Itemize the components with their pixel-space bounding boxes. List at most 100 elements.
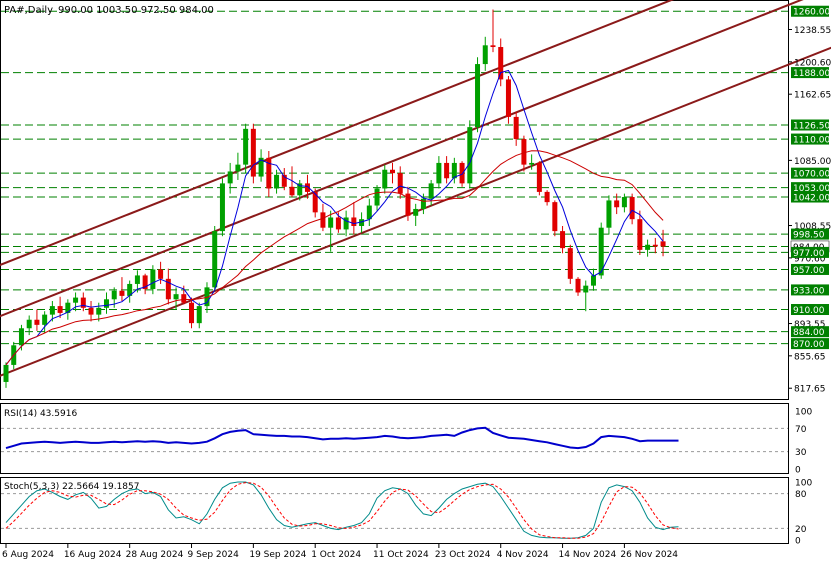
candle[interactable] — [614, 193, 620, 215]
candle[interactable] — [598, 222, 604, 279]
candle-body — [150, 269, 156, 290]
candle[interactable] — [65, 299, 71, 320]
candle[interactable] — [266, 150, 272, 198]
candle[interactable] — [289, 166, 295, 198]
candle[interactable] — [451, 157, 457, 184]
candle[interactable] — [34, 309, 40, 331]
candle[interactable] — [250, 123, 256, 184]
candle[interactable] — [73, 292, 79, 312]
candle[interactable] — [26, 315, 32, 336]
candle[interactable] — [127, 280, 133, 303]
candle[interactable] — [590, 268, 596, 291]
candle[interactable] — [227, 162, 233, 194]
candle[interactable] — [490, 9, 496, 53]
candle[interactable] — [645, 239, 651, 257]
candle[interactable] — [436, 156, 442, 189]
rsi-tick-label: 70 — [795, 425, 807, 435]
candle[interactable] — [49, 300, 55, 322]
rsi-line[interactable] — [5, 426, 679, 450]
candle[interactable] — [80, 292, 86, 312]
candle[interactable] — [328, 210, 334, 252]
candle[interactable] — [235, 152, 241, 180]
price-panel[interactable] — [0, 0, 789, 400]
candle[interactable] — [413, 203, 419, 226]
candle-body — [359, 219, 365, 226]
candle[interactable] — [390, 162, 395, 184]
time-tick-label: 23 Oct 2024 — [435, 550, 491, 560]
candle[interactable] — [189, 297, 195, 329]
candle[interactable] — [196, 302, 202, 329]
candle[interactable] — [359, 212, 365, 233]
candle[interactable] — [652, 237, 658, 254]
candle[interactable] — [529, 154, 535, 170]
level-label: 933.00 — [791, 284, 829, 296]
candle[interactable] — [320, 203, 326, 232]
candle[interactable] — [560, 225, 566, 254]
candle[interactable] — [606, 195, 612, 235]
candle[interactable] — [88, 300, 94, 322]
candle[interactable] — [467, 120, 473, 189]
stoch-signal-line[interactable] — [5, 482, 679, 539]
candle[interactable] — [103, 292, 109, 314]
candle[interactable] — [142, 273, 148, 295]
candle[interactable] — [274, 169, 280, 194]
candle[interactable] — [575, 277, 581, 296]
candle[interactable] — [281, 168, 287, 191]
candle[interactable] — [343, 210, 349, 237]
channel-lower-line[interactable] — [0, 38, 831, 377]
candle[interactable] — [513, 111, 519, 146]
candle[interactable] — [258, 149, 264, 182]
candle[interactable] — [351, 202, 357, 235]
price-tick-label: 893.55 — [794, 320, 826, 330]
svg-text:884.00: 884.00 — [793, 328, 825, 338]
candle[interactable] — [498, 38, 504, 87]
candle-body — [250, 128, 256, 177]
candle[interactable] — [505, 75, 511, 124]
candle[interactable] — [482, 36, 488, 71]
rsi-panel[interactable] — [0, 403, 789, 474]
candle[interactable] — [297, 179, 303, 201]
candle[interactable] — [382, 164, 388, 194]
candle-body — [289, 186, 295, 196]
candle[interactable] — [444, 156, 450, 184]
candle[interactable] — [212, 225, 218, 291]
candle[interactable] — [119, 277, 125, 301]
candle-body — [165, 278, 171, 300]
candle[interactable] — [165, 268, 171, 305]
candle-body — [382, 169, 388, 189]
candle[interactable] — [475, 57, 481, 133]
candle[interactable] — [405, 186, 411, 221]
candle[interactable] — [374, 185, 380, 211]
candle[interactable] — [660, 229, 666, 257]
candle[interactable] — [173, 287, 179, 310]
candle[interactable] — [420, 193, 426, 215]
channel-upper-line[interactable] — [0, 0, 831, 267]
price-tick-label: 1085.00 — [794, 157, 831, 167]
candle[interactable] — [637, 210, 643, 255]
ma-fast-line[interactable] — [5, 69, 664, 366]
level-label: 1053.00 — [791, 182, 830, 194]
candle[interactable] — [3, 362, 9, 388]
candle[interactable] — [57, 296, 63, 319]
candle[interactable] — [544, 190, 550, 206]
candle[interactable] — [521, 135, 527, 172]
candle[interactable] — [552, 200, 558, 237]
ma-slow-line[interactable] — [5, 150, 664, 366]
candle[interactable] — [567, 244, 573, 284]
candle-body — [660, 241, 666, 247]
candle[interactable] — [366, 198, 372, 226]
channel-middle-line[interactable] — [0, 0, 831, 318]
candle-body — [413, 208, 419, 216]
candle[interactable] — [150, 265, 156, 295]
candle[interactable] — [536, 161, 542, 196]
candle[interactable] — [158, 261, 164, 284]
stoch-main-line[interactable] — [5, 481, 679, 539]
candle[interactable] — [219, 178, 225, 237]
candle[interactable] — [243, 123, 249, 174]
candle[interactable] — [583, 280, 589, 312]
candle[interactable] — [42, 311, 48, 334]
candle[interactable] — [629, 193, 635, 225]
candle-body — [212, 231, 218, 288]
candle[interactable] — [621, 193, 627, 213]
